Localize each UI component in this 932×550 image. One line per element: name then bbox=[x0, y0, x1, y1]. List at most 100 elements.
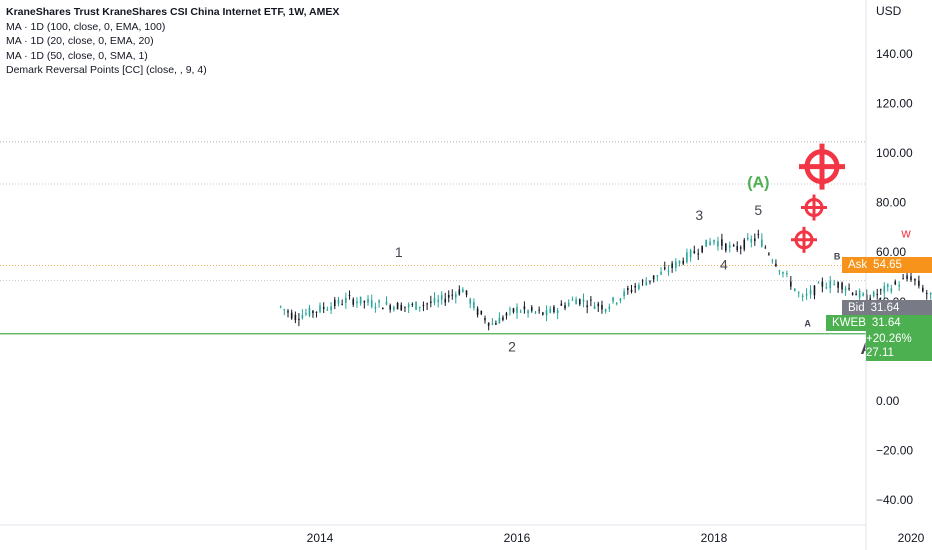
candle-body bbox=[886, 284, 889, 287]
currency-label: USD bbox=[876, 4, 902, 18]
candle-body bbox=[298, 318, 300, 321]
candle-body bbox=[848, 288, 850, 290]
candle-body bbox=[612, 297, 614, 302]
wave-label: 3 bbox=[695, 207, 703, 223]
candle-body bbox=[844, 288, 847, 291]
candle-body bbox=[322, 306, 325, 309]
candle-body bbox=[879, 289, 882, 291]
x-tick-label: 2018 bbox=[701, 531, 728, 545]
y-tick-label: 80.00 bbox=[876, 196, 906, 210]
candle-body bbox=[527, 310, 529, 314]
candle-body bbox=[865, 294, 868, 304]
candle-body bbox=[571, 299, 574, 301]
candle-body bbox=[418, 306, 421, 309]
candle-body bbox=[462, 289, 464, 293]
candle-body bbox=[728, 245, 731, 248]
candle-body bbox=[801, 295, 804, 298]
kweb-price-tag: KWEB 31.64 bbox=[826, 314, 932, 331]
y-tick-label: 0.00 bbox=[876, 394, 900, 408]
candle-body bbox=[542, 312, 544, 315]
candle-body bbox=[601, 304, 603, 310]
candle-body bbox=[430, 301, 432, 304]
candle-body bbox=[567, 302, 570, 306]
candle-body bbox=[378, 300, 380, 303]
indicator-sma-50[interactable]: MA · 1D (50, close, 0, SMA, 1) bbox=[6, 49, 148, 62]
candle-body bbox=[396, 302, 399, 310]
candle-body bbox=[465, 290, 468, 295]
chart-title: KraneShares Trust KraneShares CSI China … bbox=[6, 6, 340, 18]
candle-body bbox=[476, 308, 479, 315]
x-tick-label: 2016 bbox=[504, 531, 531, 545]
candle-body bbox=[400, 304, 403, 311]
candle-body bbox=[549, 308, 552, 313]
candle-body bbox=[426, 303, 428, 305]
candle-body bbox=[407, 304, 410, 308]
candle-body bbox=[623, 291, 625, 297]
candle-body bbox=[330, 306, 332, 311]
candle-body bbox=[333, 299, 336, 307]
candle-body bbox=[701, 245, 703, 253]
candle-body bbox=[757, 233, 760, 235]
candle-body bbox=[649, 280, 651, 282]
bid-price-tag: Bid 31.64 bbox=[842, 300, 932, 316]
wave-label: B bbox=[834, 252, 841, 262]
candle-body bbox=[713, 240, 715, 243]
candle-body bbox=[793, 288, 796, 291]
wave-label: w bbox=[900, 225, 911, 240]
wave-label: 4 bbox=[720, 257, 728, 273]
candle-body bbox=[509, 309, 511, 311]
candle-body bbox=[516, 307, 518, 313]
candle-body bbox=[841, 282, 843, 290]
candle-body bbox=[512, 308, 515, 313]
candle-body bbox=[736, 246, 739, 250]
candle-body bbox=[469, 298, 472, 304]
candle-body bbox=[615, 302, 618, 304]
candle-body bbox=[918, 280, 920, 286]
candle-body bbox=[805, 293, 808, 296]
candle-body bbox=[308, 307, 311, 316]
indicator-demark[interactable]: Demark Reversal Points [CC] (close, , 9,… bbox=[6, 64, 207, 76]
candle-body bbox=[754, 238, 756, 242]
y-tick-label: −20.00 bbox=[876, 444, 913, 458]
candle-body bbox=[458, 289, 461, 295]
candle-body bbox=[287, 310, 289, 313]
candle-body bbox=[652, 275, 655, 280]
candle-body bbox=[693, 250, 696, 254]
candle-body bbox=[422, 304, 425, 306]
candle-body bbox=[797, 292, 800, 294]
candle-body bbox=[564, 305, 566, 309]
candle-body bbox=[768, 253, 770, 255]
candle-body bbox=[705, 239, 707, 247]
candle-body bbox=[608, 306, 611, 309]
indicator-ema-100[interactable]: MA · 1D (100, close, 0, EMA, 100) bbox=[6, 20, 166, 33]
candle-body bbox=[689, 250, 692, 258]
candle-body bbox=[750, 238, 753, 243]
candle-body bbox=[523, 306, 526, 310]
candle-body bbox=[743, 239, 746, 250]
candle-body bbox=[855, 293, 857, 296]
candle-body bbox=[301, 315, 304, 319]
candle-body bbox=[381, 307, 384, 310]
wave-label: A bbox=[804, 319, 811, 329]
candle-body bbox=[627, 288, 629, 291]
candle-body bbox=[290, 312, 293, 319]
candle-body bbox=[575, 299, 577, 305]
indicator-ema-20[interactable]: MA · 1D (20, close, 0, EMA, 20) bbox=[6, 35, 154, 47]
candle-body bbox=[538, 309, 540, 311]
candle-body bbox=[454, 294, 457, 298]
candle-body bbox=[312, 310, 314, 314]
candle-body bbox=[634, 285, 636, 288]
candle-body bbox=[326, 309, 329, 311]
wave-label: 5 bbox=[754, 202, 762, 218]
candle-body bbox=[498, 317, 501, 324]
candle-body bbox=[530, 307, 533, 311]
candle-body bbox=[319, 305, 321, 312]
kweb-label: KWEB bbox=[832, 316, 866, 329]
support-level-tag: 27.11 bbox=[866, 344, 932, 361]
candle-body bbox=[829, 281, 832, 289]
candle-body bbox=[437, 299, 439, 302]
candle-body bbox=[370, 300, 373, 307]
candle-body bbox=[341, 304, 343, 306]
